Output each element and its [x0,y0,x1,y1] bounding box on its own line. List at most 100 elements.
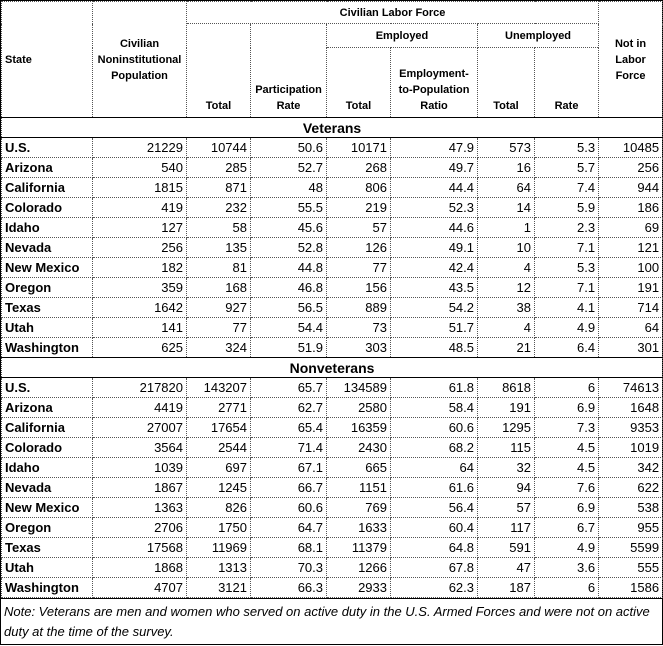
value-cell: 540 [92,157,187,178]
state-cell: U.S. [1,137,93,158]
state-cell: Nevada [1,237,93,258]
value-cell: 665 [326,457,391,478]
value-cell: 56.4 [390,497,478,518]
value-cell: 4419 [92,397,187,418]
value-cell: 301 [598,337,663,358]
section-title: Nonveterans [0,357,663,378]
value-cell: 62.7 [250,397,327,418]
value-cell: 2.3 [533,217,600,238]
header-cell: Total [326,47,391,118]
value-cell: 62.3 [390,577,478,598]
data-row: Nevada 1867 1245 66.7 1151 61.6 94 7.6 622 [1,477,663,498]
header-cell: Participation Rate [250,23,327,118]
value-cell: 127 [92,217,187,238]
data-row: Texas 17568 11969 68.1 11379 64.8 591 4.9 5599 [1,537,663,558]
value-cell: 6.4 [533,337,600,358]
value-cell: 1 [477,217,535,238]
value-cell: 77 [326,257,391,278]
value-cell: 69 [598,217,663,238]
value-cell: 143207 [186,377,251,398]
value-cell: 57 [326,217,391,238]
value-cell: 1750 [186,517,251,538]
value-cell: 48.5 [390,337,478,358]
value-cell: 71.4 [250,437,327,458]
state-cell: Idaho [1,217,93,238]
value-cell: 58 [186,217,251,238]
data-table: State Civilian Noninstitutional Populati… [0,1,663,598]
value-cell: 7.1 [533,237,600,258]
value-cell: 135 [186,237,251,258]
value-cell: 3121 [186,577,251,598]
data-row: Arizona 4419 2771 62.7 2580 58.4 191 6.9 1648 [1,397,663,418]
value-cell: 1815 [92,177,187,198]
data-row: Idaho 1039 697 67.1 665 64 32 4.5 342 [1,457,663,478]
value-cell: 1642 [92,297,187,318]
value-cell: 56.5 [250,297,327,318]
value-cell: 955 [598,517,663,538]
data-row: Texas 1642 927 56.5 889 54.2 38 4.1 714 [1,297,663,318]
value-cell: 49.7 [390,157,478,178]
value-cell: 5.3 [533,257,600,278]
value-cell: 16359 [326,417,391,438]
value-cell: 43.5 [390,277,478,298]
data-row: Colorado 419 232 55.5 219 52.3 14 5.9 186 [1,197,663,218]
state-cell: Oregon [1,277,93,298]
value-cell: 555 [598,557,663,578]
value-cell: 64 [390,457,478,478]
data-row: Utah 141 77 54.4 73 51.7 4 4.9 64 [1,317,663,338]
state-cell: Texas [1,537,93,558]
value-cell: 871 [186,177,251,198]
value-cell: 70.3 [250,557,327,578]
value-cell: 359 [92,277,187,298]
value-cell: 256 [92,237,187,258]
state-cell: Utah [1,317,93,338]
value-cell: 52.8 [250,237,327,258]
value-cell: 47 [477,557,535,578]
value-cell: 2544 [186,437,251,458]
value-cell: 6 [533,577,600,598]
value-cell: 7.6 [533,477,600,498]
value-cell: 806 [326,177,391,198]
value-cell: 1633 [326,517,391,538]
value-cell: 6.7 [533,517,600,538]
value-cell: 77 [186,317,251,338]
state-cell: Colorado [1,437,93,458]
value-cell: 38 [477,297,535,318]
value-cell: 186 [598,197,663,218]
value-cell: 57 [477,497,535,518]
header-cell: Total [186,23,251,118]
value-cell: 826 [186,497,251,518]
value-cell: 42.4 [390,257,478,278]
value-cell: 625 [92,337,187,358]
value-cell: 1867 [92,477,187,498]
value-cell: 67.1 [250,457,327,478]
state-cell: Nevada [1,477,93,498]
value-cell: 60.6 [250,497,327,518]
value-cell: 17654 [186,417,251,438]
value-cell: 622 [598,477,663,498]
value-cell: 64.7 [250,517,327,538]
value-cell: 121 [598,237,663,258]
value-cell: 54.4 [250,317,327,338]
section-title: Veterans [0,117,663,138]
value-cell: 191 [598,277,663,298]
value-cell: 4707 [92,577,187,598]
value-cell: 1039 [92,457,187,478]
value-cell: 61.8 [390,377,478,398]
state-cell: California [1,417,93,438]
value-cell: 182 [92,257,187,278]
value-cell: 10485 [598,137,663,158]
value-cell: 6 [533,377,600,398]
state-cell: Arizona [1,397,93,418]
value-cell: 268 [326,157,391,178]
value-cell: 81 [186,257,251,278]
value-cell: 168 [186,277,251,298]
value-cell: 47.9 [390,137,478,158]
value-cell: 10744 [186,137,251,158]
value-cell: 1868 [92,557,187,578]
value-cell: 1586 [598,577,663,598]
value-cell: 10 [477,237,535,258]
value-cell: 67.8 [390,557,478,578]
value-cell: 64.8 [390,537,478,558]
